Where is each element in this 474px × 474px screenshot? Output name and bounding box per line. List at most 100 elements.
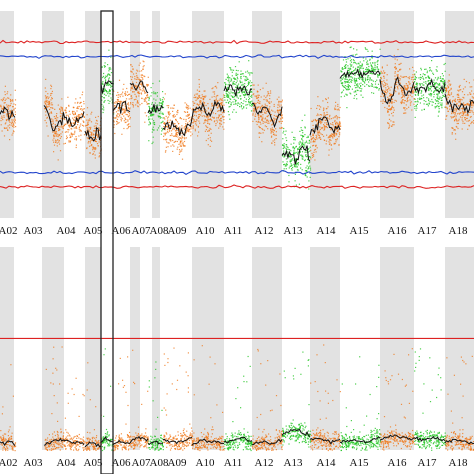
- data-point: [192, 126, 194, 128]
- data-point: [383, 86, 385, 88]
- data-point: [121, 118, 123, 120]
- data-point: [347, 88, 349, 90]
- data-point: [335, 132, 337, 134]
- data-point: [464, 119, 466, 121]
- data-point: [471, 105, 473, 107]
- data-point: [371, 67, 373, 69]
- data-point: [4, 127, 6, 129]
- data-point: [304, 114, 306, 116]
- data-point: [212, 112, 214, 114]
- data-point: [462, 115, 464, 117]
- data-point: [349, 63, 351, 65]
- data-point: [61, 443, 64, 445]
- data-point: [7, 125, 9, 127]
- data-point: [388, 105, 390, 107]
- data-point: [7, 441, 9, 443]
- data-point: [53, 438, 55, 440]
- data-point: [8, 120, 10, 122]
- data-point: [239, 90, 241, 92]
- data-point: [128, 123, 130, 125]
- data-point: [429, 100, 431, 103]
- data-point: [420, 67, 422, 69]
- data-point: [194, 128, 196, 130]
- data-point: [332, 124, 334, 126]
- data-point: [455, 117, 457, 119]
- data-point: [107, 82, 109, 85]
- data-point: [152, 82, 154, 85]
- data-point: [125, 113, 127, 116]
- data-point: [66, 438, 68, 440]
- data-point: [458, 86, 460, 88]
- data-point: [2, 439, 4, 441]
- data-point: [188, 114, 190, 116]
- data-point: [464, 110, 466, 112]
- trend-line-A06: [112, 439, 131, 446]
- data-point: [400, 87, 402, 89]
- chromosome-label-A16: A16: [388, 225, 407, 237]
- data-point: [411, 78, 413, 80]
- data-point: [98, 442, 100, 444]
- data-point: [99, 128, 101, 130]
- data-point: [90, 126, 92, 128]
- data-point: [470, 93, 472, 95]
- data-point: [390, 120, 392, 122]
- data-point: [460, 98, 462, 100]
- data-point: [347, 65, 349, 67]
- data-point: [203, 108, 205, 110]
- data-point: [241, 92, 243, 94]
- data-point: [360, 85, 362, 87]
- data-point: [323, 115, 325, 117]
- data-point: [441, 96, 443, 99]
- data-point: [213, 93, 216, 95]
- data-point: [53, 137, 55, 139]
- data-point: [437, 86, 439, 88]
- data-point: [5, 109, 7, 111]
- data-point: [469, 116, 471, 118]
- data-point: [135, 72, 137, 74]
- data-point: [347, 69, 349, 71]
- data-point: [366, 60, 369, 62]
- data-point: [132, 81, 134, 83]
- data-point: [140, 79, 142, 81]
- data-point: [302, 140, 304, 142]
- data-point: [53, 346, 55, 348]
- data-point: [184, 145, 186, 147]
- data-point: [419, 102, 421, 104]
- data-point: [195, 121, 197, 123]
- data-point: [376, 67, 378, 69]
- data-point: [67, 402, 69, 404]
- data-point: [155, 438, 157, 440]
- data-point: [44, 103, 46, 105]
- data-point: [85, 441, 87, 443]
- data-point: [59, 110, 62, 112]
- data-point: [95, 445, 97, 448]
- data-point: [390, 95, 392, 97]
- data-point: [262, 116, 264, 118]
- data-point: [85, 131, 87, 134]
- data-point: [399, 63, 401, 65]
- scatter-A02: [0, 364, 17, 452]
- data-point: [132, 102, 134, 104]
- data-point: [374, 71, 376, 73]
- data-point: [196, 93, 199, 95]
- data-point: [110, 385, 112, 387]
- data-point: [48, 100, 50, 102]
- data-point: [142, 88, 144, 90]
- chromosome-label-A07: A07: [132, 225, 151, 237]
- data-point: [311, 120, 313, 122]
- data-point: [291, 168, 293, 170]
- data-point: [113, 117, 115, 119]
- data-point: [277, 106, 279, 109]
- data-point: [248, 81, 250, 84]
- data-point: [423, 78, 425, 80]
- data-point: [345, 58, 347, 61]
- data-point: [187, 115, 189, 117]
- data-point: [439, 82, 441, 85]
- data-point: [302, 135, 304, 137]
- data-point: [52, 433, 54, 435]
- data-point: [278, 120, 280, 122]
- data-point: [210, 118, 212, 120]
- data-point: [235, 89, 237, 91]
- data-point: [61, 107, 63, 109]
- data-point: [233, 96, 235, 98]
